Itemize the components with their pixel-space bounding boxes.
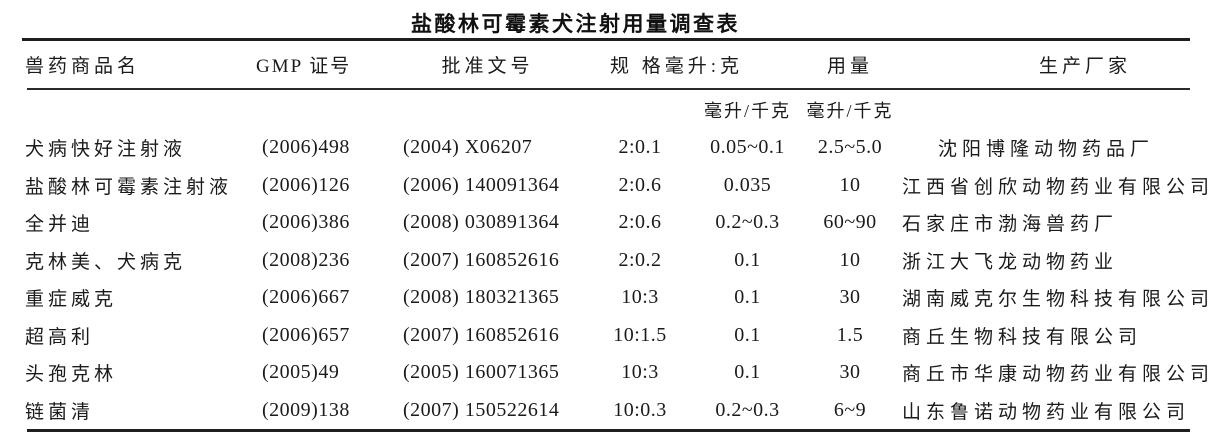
cell-dose: 0.1 xyxy=(734,286,761,309)
table-top-rule xyxy=(22,38,1190,41)
cell-dose: 0.035 xyxy=(723,173,772,196)
cell-spec: 10:0.3 xyxy=(613,398,667,421)
cell-spec: 10:1.5 xyxy=(613,323,667,346)
cell-product-name: 头孢克林 xyxy=(25,364,118,386)
table-row: 克林美、犬病克 (2008)236 (2007) 160852616 2:0.2… xyxy=(22,242,1190,280)
cell-approval: (2006) 140091364 xyxy=(403,173,560,196)
cell-manufacturer: 山东鲁诺动物药业有限公司 xyxy=(902,401,1191,423)
cell-approval: (2007) 150522614 xyxy=(403,398,560,421)
cell-manufacturer: 沈阳博隆动物药品厂 xyxy=(938,139,1155,161)
header-spec: 规 格毫升:克 xyxy=(609,56,744,77)
table-row: 犬病快好注射液 (2006)498 (2004) X06207 2:0.1 0.… xyxy=(22,129,1190,167)
cell-gmp: (2006)386 xyxy=(262,211,350,234)
subheader-usage-unit: 毫升/千克 xyxy=(806,100,894,121)
cell-dose: 0.05~0.1 xyxy=(710,136,785,159)
cell-usage: 2.5~5.0 xyxy=(817,136,883,159)
cell-spec: 2:0.6 xyxy=(618,211,662,234)
cell-gmp: (2006)498 xyxy=(262,136,350,159)
page-title: 盐酸林可霉素犬注射用量调查表 xyxy=(411,12,740,36)
cell-gmp: (2006)126 xyxy=(262,173,350,196)
cell-usage: 6~9 xyxy=(833,398,867,421)
cell-manufacturer: 浙江大飞龙动物药业 xyxy=(902,251,1119,273)
table-row: 重症威克 (2006)667 (2008) 180321365 10:3 0.1… xyxy=(22,279,1215,317)
cell-spec: 2:0.1 xyxy=(618,136,662,159)
cell-approval: (2004) X06207 xyxy=(403,136,533,159)
cell-dose: 0.2~0.3 xyxy=(715,211,780,234)
cell-product-name: 犬病快好注射液 xyxy=(25,139,187,161)
table-row: 全并迪 (2006)386 (2008) 030891364 2:0.6 0.2… xyxy=(22,204,1190,242)
cell-gmp: (2006)667 xyxy=(262,286,350,309)
cell-product-name: 克林美、犬病克 xyxy=(25,251,187,273)
header-product-name: 兽药商品名 xyxy=(25,56,141,77)
header-divider-rule xyxy=(27,88,1190,90)
cell-product-name: 重症威克 xyxy=(25,289,118,311)
dosage-table: 兽药商品名 GMP 证号 批准文号 规 格毫升:克 用量 生产厂家 毫升/千克 … xyxy=(22,38,1215,432)
cell-manufacturer: 湖南威克尔生物科技有限公司 xyxy=(902,289,1215,311)
table-bottom-rule xyxy=(27,429,1190,432)
table-row: 头孢克林 (2005)49 (2005) 160071365 10:3 0.1 … xyxy=(22,354,1215,392)
cell-manufacturer: 商丘生物科技有限公司 xyxy=(902,326,1143,348)
header-gmp: GMP 证号 xyxy=(256,56,352,77)
cell-usage: 1.5 xyxy=(836,323,864,346)
cell-approval: (2008) 030891364 xyxy=(403,211,560,234)
header-approval: 批准文号 xyxy=(441,56,534,77)
cell-usage: 60~90 xyxy=(823,211,877,234)
cell-gmp: (2009)138 xyxy=(262,398,350,421)
cell-usage: 10 xyxy=(839,173,861,196)
cell-product-name: 盐酸林可霉素注射液 xyxy=(25,176,233,198)
cell-spec: 10:3 xyxy=(621,361,659,384)
table-body: 犬病快好注射液 (2006)498 (2004) X06207 2:0.1 0.… xyxy=(22,129,1215,430)
cell-gmp: (2005)49 xyxy=(262,361,340,384)
cell-gmp: (2006)657 xyxy=(262,323,350,346)
table-subheader-row: 毫升/千克 毫升/千克 xyxy=(22,90,1190,129)
cell-approval: (2007) 160852616 xyxy=(403,323,560,346)
cell-dose: 0.1 xyxy=(734,248,761,271)
cell-product-name: 超高利 xyxy=(25,326,95,348)
cell-dose: 0.1 xyxy=(734,323,761,346)
subheader-dose-unit: 毫升/千克 xyxy=(703,100,791,121)
table-row: 链菌清 (2009)138 (2007) 150522614 10:0.3 0.… xyxy=(22,392,1190,430)
cell-spec: 10:3 xyxy=(621,286,659,309)
cell-usage: 30 xyxy=(839,286,861,309)
cell-usage: 10 xyxy=(839,248,861,271)
cell-usage: 30 xyxy=(839,361,861,384)
cell-manufacturer: 江西省创欣动物药业有限公司 xyxy=(902,176,1215,198)
cell-dose: 0.2~0.3 xyxy=(715,398,780,421)
cell-approval: (2007) 160852616 xyxy=(403,248,560,271)
cell-dose: 0.1 xyxy=(734,361,761,384)
table-row: 超高利 (2006)657 (2007) 160852616 10:1.5 0.… xyxy=(22,317,1190,355)
cell-product-name: 链菌清 xyxy=(25,401,95,423)
cell-gmp: (2008)236 xyxy=(262,248,350,271)
cell-manufacturer: 商丘市华康动物药业有限公司 xyxy=(902,364,1215,386)
table-row: 盐酸林可霉素注射液 (2006)126 (2006) 140091364 2:0… xyxy=(22,167,1215,205)
cell-product-name: 全并迪 xyxy=(25,214,95,236)
header-usage: 用量 xyxy=(826,56,873,77)
cell-approval: (2005) 160071365 xyxy=(403,361,560,384)
cell-spec: 2:0.2 xyxy=(618,248,662,271)
header-manufacturer: 生产厂家 xyxy=(1038,56,1131,77)
table-header-row: 兽药商品名 GMP 证号 批准文号 规 格毫升:克 用量 生产厂家 xyxy=(22,41,1190,88)
cell-manufacturer: 石家庄市渤海兽药厂 xyxy=(902,214,1119,236)
cell-approval: (2008) 180321365 xyxy=(403,286,560,309)
cell-spec: 2:0.6 xyxy=(618,173,662,196)
